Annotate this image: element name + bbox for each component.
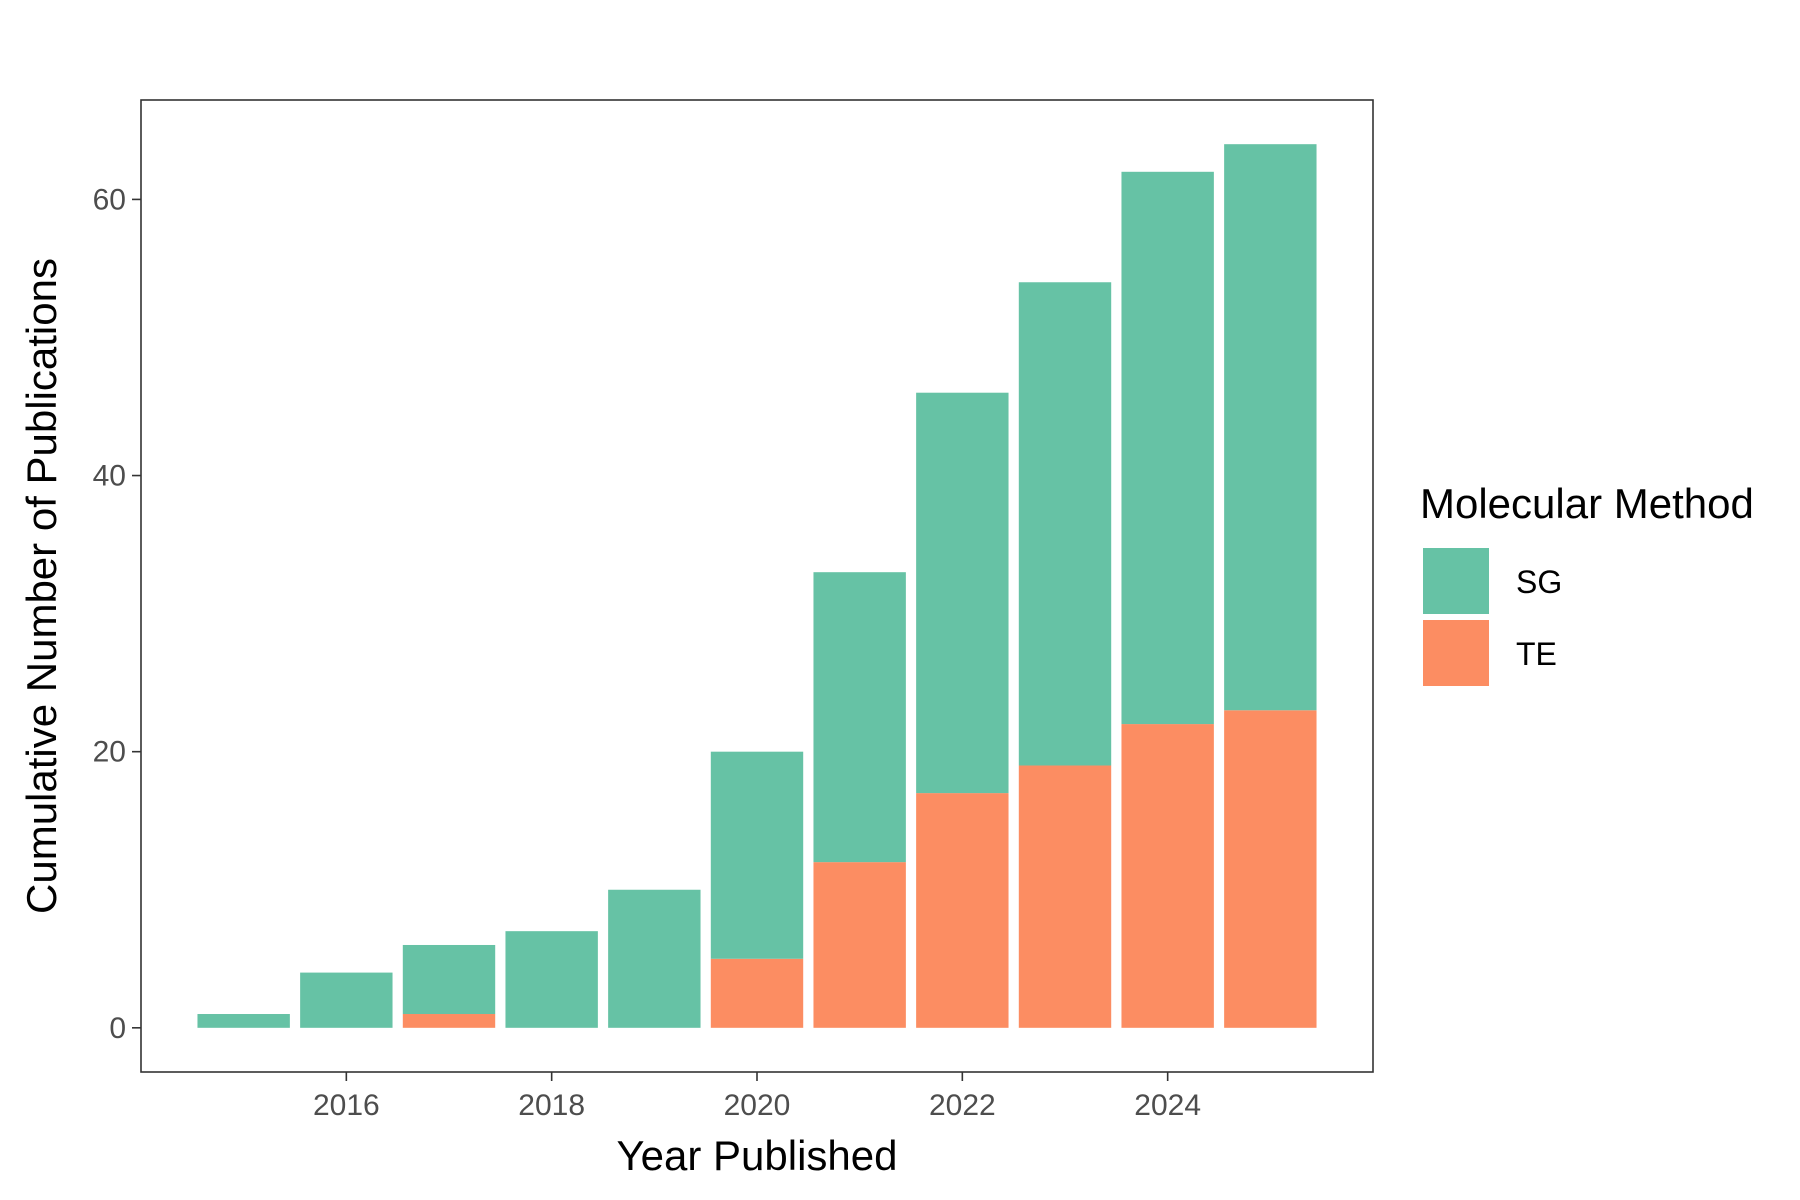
bar-sg-2016 <box>300 972 393 1028</box>
bar-te-2025 <box>1224 710 1317 1028</box>
bar-sg-2015 <box>197 1014 290 1028</box>
axes-layer: 0 20 40 60 2016 2018 2020 2022 2024 <box>93 183 1201 1122</box>
bar-te-2022 <box>916 793 1009 1028</box>
y-tick-label: 0 <box>109 1012 126 1045</box>
bar-te-2017 <box>402 1014 496 1028</box>
bar-sg-2025 <box>1224 144 1317 711</box>
legend-title: Molecular Method <box>1420 480 1754 527</box>
bar-sg-2019 <box>608 889 701 1028</box>
y-tick-label: 40 <box>93 460 126 493</box>
legend-key-te <box>1423 620 1489 686</box>
bar-sg-2018 <box>505 931 598 1028</box>
legend-label-sg: SG <box>1516 564 1562 600</box>
bar-sg-2017 <box>402 944 496 1015</box>
x-tick-label: 2020 <box>724 1089 791 1122</box>
legend: Molecular Method SG TE <box>1420 480 1754 686</box>
bar-sg-2021 <box>813 572 906 863</box>
y-axis-title: Cumulative Number of Publications <box>18 258 65 914</box>
bar-te-2024 <box>1121 724 1214 1028</box>
bar-te-2021 <box>813 862 906 1028</box>
bar-sg-2022 <box>916 392 1009 794</box>
x-tick-label: 2016 <box>313 1089 380 1122</box>
bar-te-2023 <box>1018 765 1112 1028</box>
x-axis-title: Year Published <box>617 1132 898 1179</box>
bar-sg-2020 <box>710 751 804 959</box>
bars-layer <box>197 144 1317 1028</box>
y-tick-label: 20 <box>93 736 126 769</box>
y-tick-label: 60 <box>93 183 126 216</box>
x-tick-label: 2022 <box>929 1089 996 1122</box>
bar-sg-2024 <box>1121 171 1214 725</box>
legend-label-te: TE <box>1516 636 1557 672</box>
bar-sg-2023 <box>1018 282 1112 766</box>
bar-te-2020 <box>710 958 804 1028</box>
x-tick-label: 2018 <box>518 1089 585 1122</box>
legend-key-sg <box>1423 548 1489 614</box>
x-tick-label: 2024 <box>1134 1089 1201 1122</box>
